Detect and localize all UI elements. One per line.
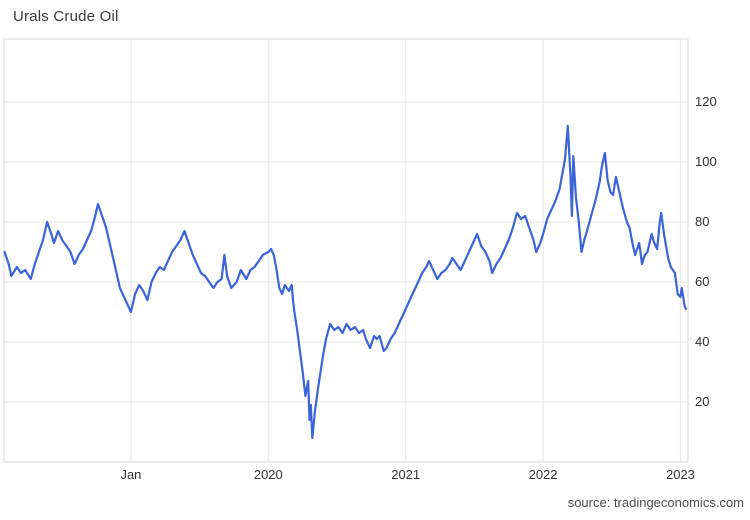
y-tick-label: 120 bbox=[695, 94, 717, 109]
y-tick-label: 40 bbox=[695, 334, 710, 349]
x-tick-label: Jan bbox=[120, 467, 142, 482]
x-tick-label: 2022 bbox=[528, 467, 558, 482]
y-tick-label: 80 bbox=[695, 214, 710, 229]
x-tick-label: 2021 bbox=[391, 467, 421, 482]
y-tick-label: 60 bbox=[695, 274, 710, 289]
y-tick-label: 100 bbox=[695, 154, 717, 169]
source-attribution: source: tradingeconomics.com bbox=[567, 495, 744, 510]
chart-title: Urals Crude Oil bbox=[13, 8, 119, 25]
x-tick-label: 2023 bbox=[665, 467, 695, 482]
price-line-series bbox=[3, 124, 688, 440]
x-tick-label: 2020 bbox=[253, 467, 283, 482]
plot-area-frame[interactable] bbox=[3, 38, 689, 463]
y-tick-label: 20 bbox=[695, 394, 710, 409]
